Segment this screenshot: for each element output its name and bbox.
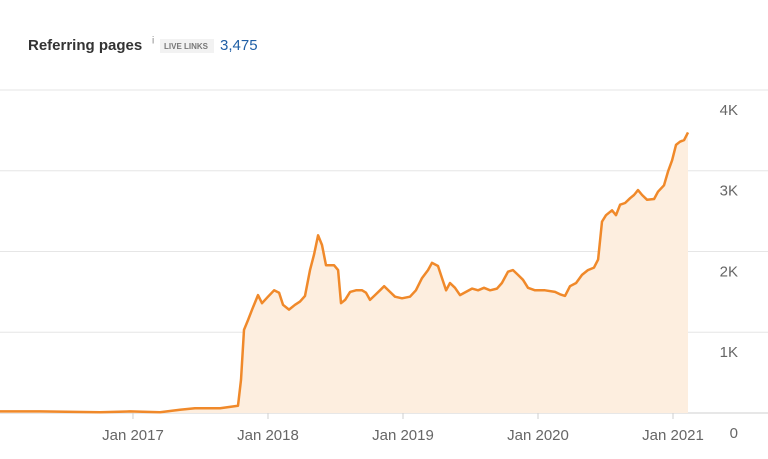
x-tick-label: Jan 2020 xyxy=(507,427,569,444)
area-fill xyxy=(0,132,688,413)
total-count[interactable]: 3,475 xyxy=(220,37,258,54)
y-tick-label: 0 xyxy=(730,425,738,442)
badge-bg xyxy=(160,39,214,53)
info-icon[interactable]: i xyxy=(152,36,154,47)
x-tick-label: Jan 2021 xyxy=(642,427,704,444)
line xyxy=(0,131,690,414)
x-tick-label: Jan 2017 xyxy=(102,427,164,444)
x-tick-label: Jan 2018 xyxy=(237,427,299,444)
y-tick-label: 4K xyxy=(720,102,738,119)
y-tick-label: 1K xyxy=(720,344,738,361)
y-tick-label: 3K xyxy=(720,183,738,200)
x-tick-label: Jan 2019 xyxy=(372,427,434,444)
badge: LIVE LINKS xyxy=(164,42,209,51)
y-tick-label: 2K xyxy=(720,263,738,280)
chart-title: Referring pages xyxy=(28,37,142,54)
